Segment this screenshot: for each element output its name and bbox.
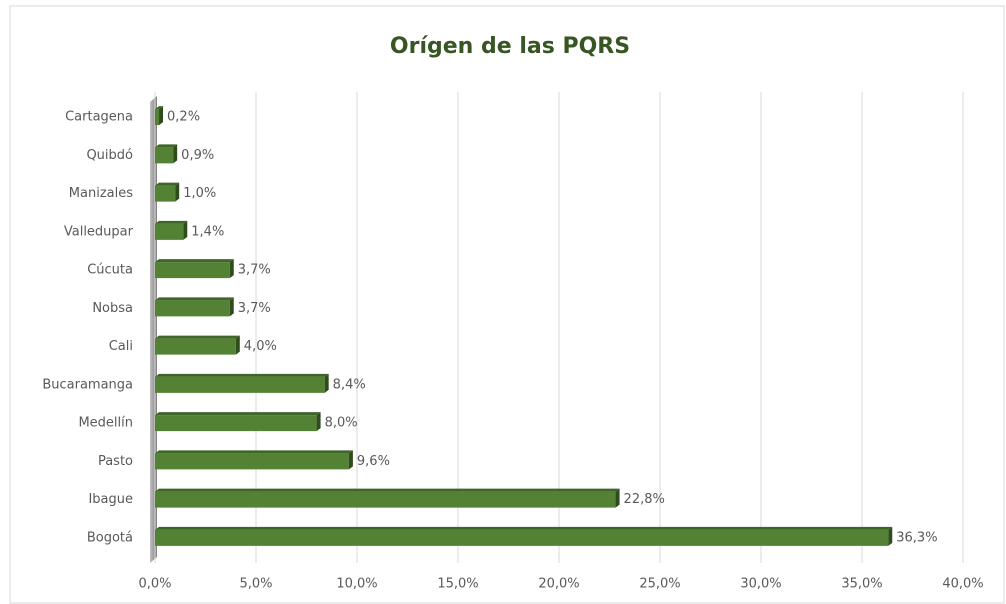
- bar: [155, 491, 616, 508]
- bar-top: [155, 526, 893, 530]
- bar: [155, 185, 176, 202]
- value-label: 3,7%: [238, 301, 271, 316]
- bar-top: [155, 373, 329, 377]
- bar-top: [155, 106, 164, 110]
- chart-title: Orígen de las PQRS: [390, 34, 630, 59]
- bar: [155, 109, 160, 126]
- bar: [155, 529, 889, 546]
- bar-side: [235, 335, 240, 355]
- y-tick-label: Cartagena: [65, 110, 133, 125]
- bar-side: [615, 488, 620, 508]
- bar: [155, 262, 230, 279]
- value-label: 1,4%: [191, 224, 224, 239]
- y-tick-label: Quibdó: [86, 148, 133, 163]
- y-tick-label: Nobsa: [92, 301, 133, 316]
- x-tick-label: 30,0%: [740, 577, 781, 592]
- bar-side: [175, 182, 180, 202]
- value-label: 0,2%: [167, 110, 200, 125]
- y-tick-label: Cali: [109, 339, 133, 354]
- bar-top: [155, 412, 321, 416]
- bar: [155, 223, 184, 240]
- bar-side: [183, 220, 188, 240]
- value-label: 22,8%: [624, 492, 665, 507]
- bar-side: [348, 450, 353, 470]
- bar-side: [888, 526, 893, 546]
- y-tick-label: Bogotá: [87, 530, 133, 545]
- value-label: 3,7%: [238, 263, 271, 278]
- bar: [155, 300, 230, 317]
- value-label: 9,6%: [357, 454, 390, 469]
- bar: [155, 453, 349, 470]
- bar: [155, 376, 325, 393]
- value-label: 36,3%: [896, 530, 937, 545]
- bar-side: [159, 106, 164, 126]
- x-tick-label: 35,0%: [841, 577, 882, 592]
- bar-side: [229, 259, 234, 279]
- x-tick-label: 20,0%: [538, 577, 579, 592]
- y-tick-label: Bucaramanga: [42, 377, 133, 392]
- bar-top: [155, 488, 620, 492]
- x-tick-label: 25,0%: [639, 577, 680, 592]
- bar-top: [155, 450, 353, 454]
- value-label: 8,4%: [333, 377, 366, 392]
- bar-top: [155, 259, 234, 263]
- y-tick-label: Manizales: [69, 186, 133, 201]
- bar-side: [229, 297, 234, 317]
- value-label: 8,0%: [325, 416, 358, 431]
- value-label: 1,0%: [183, 186, 216, 201]
- y-tick-label: Medellín: [78, 416, 133, 431]
- bar-side: [324, 373, 329, 393]
- x-tick-label: 0,0%: [138, 577, 171, 592]
- x-tick-label: 5,0%: [239, 577, 272, 592]
- bar-top: [155, 335, 240, 339]
- bar-top: [155, 144, 178, 148]
- y-tick-label: Ibague: [88, 492, 133, 507]
- value-label: 4,0%: [244, 339, 277, 354]
- bar: [155, 415, 317, 432]
- x-tick-label: 10,0%: [336, 577, 377, 592]
- x-tick-label: 40,0%: [942, 577, 983, 592]
- bar: [155, 147, 174, 164]
- bar-side: [173, 144, 178, 164]
- bar-top: [155, 297, 234, 301]
- bar-side: [316, 412, 321, 432]
- bar: [155, 338, 236, 355]
- value-label: 0,9%: [181, 148, 214, 163]
- x-tick-label: 15,0%: [437, 577, 478, 592]
- bar-top: [155, 220, 188, 224]
- y-tick-label: Valledupar: [64, 224, 134, 239]
- y-tick-label: Cúcuta: [87, 263, 133, 278]
- bar-top: [155, 182, 180, 186]
- y-tick-label: Pasto: [98, 454, 133, 469]
